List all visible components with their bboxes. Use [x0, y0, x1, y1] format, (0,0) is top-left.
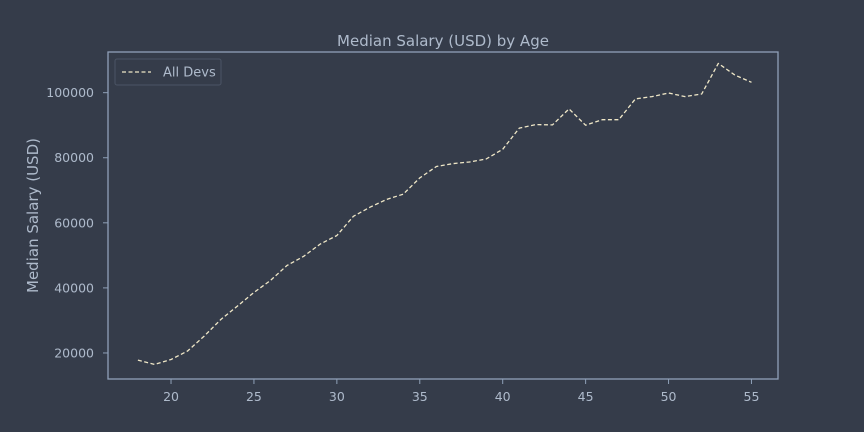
x-tick-label: 50	[661, 389, 677, 404]
x-tick-label: 35	[412, 389, 428, 404]
x-tick-label: 30	[329, 389, 345, 404]
y-tick-label: 60000	[54, 215, 94, 230]
chart-title: Median Salary (USD) by Age	[337, 32, 549, 50]
y-tick-label: 20000	[54, 345, 94, 360]
x-tick-label: 45	[578, 389, 594, 404]
x-tick-label: 25	[246, 389, 262, 404]
legend-label-all-devs: All Devs	[163, 66, 216, 81]
y-axis-ticks: 20000 40000 60000 80000 100000	[46, 85, 108, 360]
legend-box	[114, 58, 222, 86]
legend: All Devs	[114, 58, 222, 86]
y-tick-label: 40000	[54, 280, 94, 295]
y-tick-label: 80000	[54, 150, 94, 165]
x-tick-label: 55	[744, 389, 760, 404]
y-tick-label: 100000	[46, 85, 94, 100]
x-tick-label: 40	[495, 389, 511, 404]
series-layer	[137, 62, 752, 366]
x-axis-ticks: 20 25 30 35 40 45 50 55	[163, 379, 759, 404]
series-line-all-devs	[137, 62, 752, 366]
y-axis-title: Median Salary (USD)	[24, 138, 42, 293]
x-tick-label: 20	[163, 389, 179, 404]
plot-frame	[107, 51, 779, 380]
